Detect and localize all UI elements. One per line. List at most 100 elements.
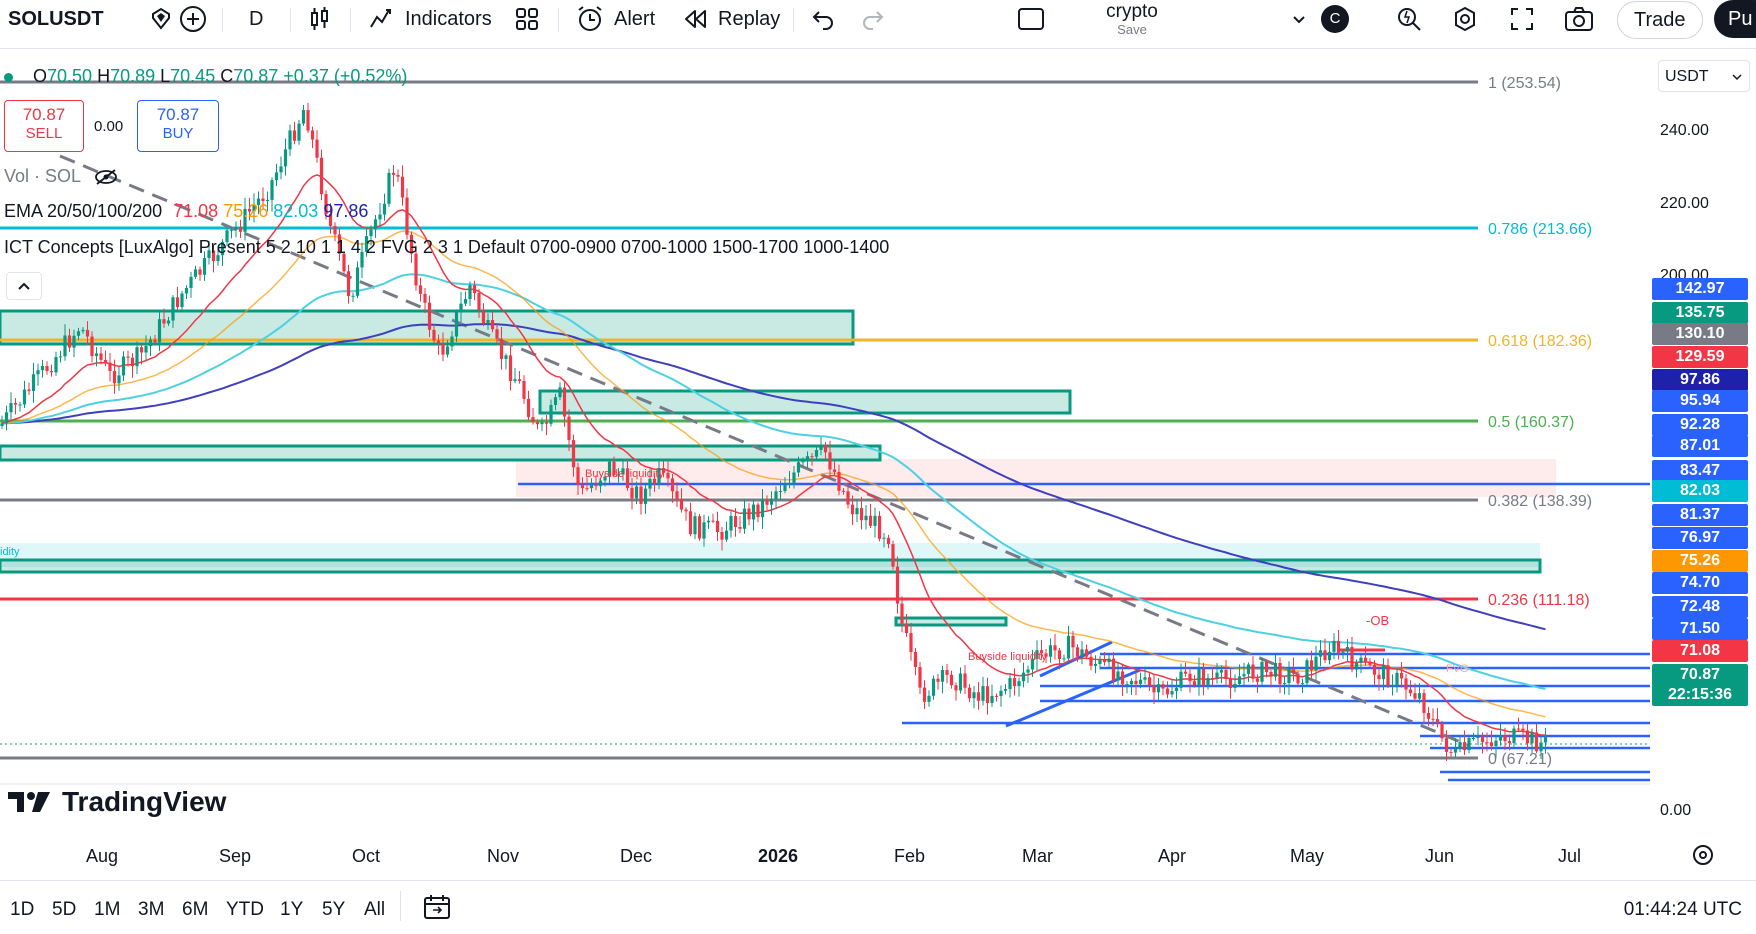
candle-body: [859, 508, 864, 521]
candle-body: [1399, 672, 1404, 679]
currency-selector[interactable]: USDT: [1658, 60, 1750, 92]
camera-snapshot-icon[interactable]: [1564, 0, 1594, 38]
candle-body: [1489, 742, 1494, 747]
candle-body: [477, 293, 481, 311]
range-button-5y[interactable]: 5Y: [322, 899, 346, 920]
candle-body: [1147, 677, 1152, 686]
tradingview-watermark[interactable]: TradingView: [8, 786, 226, 818]
range-button-5d[interactable]: 5D: [52, 899, 77, 920]
candle-body: [702, 522, 706, 539]
candle-body: [40, 366, 45, 371]
layout-square-icon[interactable]: [1016, 0, 1046, 38]
range-button-1y[interactable]: 1Y: [280, 899, 304, 920]
candle-body: [1296, 673, 1300, 684]
candle-body: [1467, 738, 1471, 751]
layout-name-button[interactable]: crypto Save: [1062, 1, 1202, 37]
range-button-ytd[interactable]: YTD: [226, 899, 264, 920]
redo-icon[interactable]: [860, 0, 886, 38]
candle-body: [243, 208, 247, 232]
candle-body: [1251, 664, 1255, 679]
buyside-liquidity-label: Buyside liquidity: [968, 651, 1047, 663]
candle-body: [1512, 728, 1516, 744]
candle-body: [63, 335, 67, 357]
publish-button[interactable]: Pu: [1714, 0, 1756, 38]
volume-label: Vol · SOL: [4, 166, 81, 186]
candle-body: [72, 335, 76, 348]
quick-search-icon[interactable]: [1395, 0, 1423, 38]
candle-body: [1287, 669, 1291, 684]
settings-gear-icon[interactable]: [1451, 0, 1479, 38]
buy-button[interactable]: 70.87 BUY: [137, 100, 219, 152]
range-button-6m[interactable]: 6M: [182, 899, 209, 920]
candle-body: [1093, 663, 1098, 666]
ema-legend[interactable]: EMA 20/50/100/200 71.08 75.26 82.03 97.8…: [4, 201, 368, 222]
candle-body: [337, 234, 342, 254]
candle-body: [382, 203, 387, 215]
price-tick: 220.00: [1660, 195, 1709, 212]
chart-type-candles-icon[interactable]: [306, 0, 332, 38]
candle-body: [720, 531, 724, 540]
volume-legend[interactable]: Vol · SOL: [4, 166, 119, 187]
candle-body: [805, 456, 810, 462]
high-value: 70.89: [110, 66, 156, 86]
alert-button[interactable]: Alert: [575, 0, 655, 38]
chart-settings-icon[interactable]: [1690, 842, 1716, 873]
favorite-icon[interactable]: [148, 0, 174, 38]
candle-body: [810, 456, 814, 458]
candle-body: [1102, 660, 1107, 663]
layout-chevron-down-icon[interactable]: [1290, 0, 1308, 38]
candle-body: [310, 130, 315, 140]
templates-icon[interactable]: [514, 0, 540, 38]
candle-body: [625, 468, 630, 488]
candle-body: [756, 504, 760, 518]
candle-body: [90, 336, 94, 357]
candle-body: [706, 520, 711, 523]
candle-body: [1206, 678, 1210, 686]
candle-body: [99, 353, 103, 360]
ema-label: EMA 20/50/100/200: [4, 201, 163, 221]
undo-icon[interactable]: [810, 0, 836, 38]
range-button-3m[interactable]: 3M: [138, 899, 165, 920]
candle-body: [1327, 651, 1332, 661]
candle-body: [634, 486, 639, 499]
candle-body: [1089, 656, 1093, 666]
candle-body: [1264, 661, 1269, 673]
date-range-calendar-icon[interactable]: [422, 893, 452, 926]
avatar[interactable]: C: [1321, 5, 1349, 33]
candle-body: [324, 194, 328, 215]
replay-button[interactable]: Replay: [683, 0, 780, 38]
market-open-indicator: [4, 73, 13, 82]
candle-body: [1156, 684, 1161, 693]
candle-body: [1224, 670, 1228, 680]
ict-legend[interactable]: ICT Concepts [LuxAlgo] Present 5 2 10 1 …: [4, 237, 890, 257]
range-button-all[interactable]: All: [364, 899, 386, 920]
range-button-1d[interactable]: 1D: [10, 899, 35, 920]
range-button-1m[interactable]: 1M: [94, 899, 121, 920]
eye-hidden-icon[interactable]: [93, 168, 119, 186]
candle-body: [481, 310, 486, 324]
utc-clock[interactable]: 01:44:24 UTC: [1623, 899, 1742, 920]
candle-body: [499, 338, 504, 359]
candle-body: [589, 484, 594, 489]
candle-body: [693, 516, 697, 535]
interval-selector[interactable]: D: [249, 7, 264, 30]
candle-body: [733, 515, 738, 528]
time-tick: May: [1290, 846, 1325, 866]
fullscreen-icon[interactable]: [1509, 0, 1535, 38]
sell-label: SELL: [25, 125, 63, 142]
indicators-button[interactable]: Indicators: [368, 0, 492, 38]
candle-body: [1035, 650, 1039, 659]
candle-body: [886, 537, 891, 545]
trade-button[interactable]: Trade: [1617, 1, 1703, 39]
price-chart[interactable]: Buyside liquidity Buyside liquidity -OB …: [0, 56, 1650, 788]
candle-body: [432, 329, 436, 341]
collapse-legend-button[interactable]: [6, 272, 42, 300]
compare-add-icon[interactable]: [178, 0, 208, 38]
candle-body: [801, 461, 805, 463]
candle-body: [684, 509, 688, 512]
candle-body: [621, 468, 625, 475]
symbol-search[interactable]: SOLUSDT: [8, 7, 104, 30]
sell-button[interactable]: 70.87 SELL: [4, 100, 84, 152]
candle-body: [265, 199, 270, 202]
candle-body: [450, 336, 454, 347]
